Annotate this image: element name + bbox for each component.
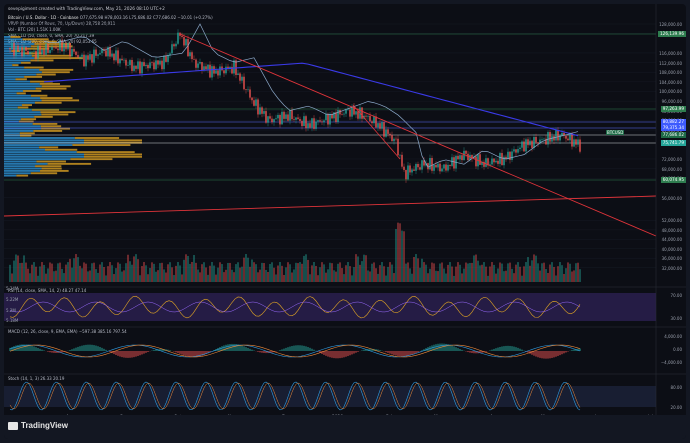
price-tick: 128,000.00 [659,22,682,27]
symbol-legend: Bitcoin / U.S. Dollar · 1D · Coinbase O7… [8,15,213,20]
price-label: 60,074.95 [660,177,686,183]
price-tick: 56,000.00 [661,195,682,201]
ohlc-values: O77,675.98 H78,003.16 L75,686.02 C77,686… [79,15,213,20]
stoch-band [4,386,656,407]
price-tick: 96,000.00 [661,99,682,105]
price-tick: 72,000.00 [661,156,682,162]
price-label: 97,263.99 [660,106,686,112]
price-tick: 48,000.00 [661,227,682,233]
support-trend-line [4,195,657,217]
trend-segment [352,104,401,160]
chart-frame: sevepigiment created with TradingView.co… [4,4,686,439]
price-label: 126,139.96 [658,31,686,37]
rsi-band [4,293,656,321]
rsi-left-axis: 5.24M 5.22M 5.2M 5.18M [6,286,19,323]
price-label: 79,375.34 [660,125,686,131]
price-tick: 32,000.00 [661,265,682,271]
price-label: 77,686.02 [660,132,686,138]
volume-bars [9,222,581,282]
rsi-legend[interactable]: RSI (14, close, SMA, 14, 2) 48.27 47.14 [8,288,87,293]
sma50-legend[interactable]: SMA · 1D (50, close, 0, SMA, 20) 70,217.… [8,33,95,38]
price-tick: 116,000.00 [659,50,682,56]
sma200-line [43,62,579,137]
vol-legend[interactable]: Vol · BTC (20) 1.51K 1.00K [8,27,61,32]
price-axis[interactable]: 70.00 30.00 4,000.00 0.00 −4,000.00 80.0… [658,22,686,410]
stoch-legend[interactable]: Stoch (14, 1, 3) 26.33 20.19 [8,376,65,381]
symbol-tag: BTCUSD [606,130,625,135]
price-tick: 52,000.00 [661,218,682,224]
macd-legend[interactable]: MACD (12, 26, close, 9, EMA, EMA) −597.3… [8,329,127,334]
author-line: sevepigiment created with TradingView.co… [8,7,165,12]
price-chart[interactable] [4,4,686,415]
stoch-pane [9,381,581,411]
price-tick: 108,000.00 [659,70,682,76]
footer-bar: TradingView [4,415,686,439]
price-tick: 40,000.00 [661,246,682,252]
brand-name: TradingView [21,421,68,430]
price-tick: 104,000.00 [659,79,682,85]
tradingview-logo-icon [8,422,18,430]
vrvp-legend[interactable]: VRVP (Number Of Rows, 70, Up/Down) 28,75… [8,21,116,26]
volume-profile [4,36,142,177]
price-label: 75,741.79 [660,140,686,146]
rsi-pane [9,295,581,319]
price-tick: 100,000.00 [659,89,682,95]
price-tick: 36,000.00 [661,256,682,262]
price-tick: 44,000.00 [661,237,682,243]
sma50-line [43,23,579,168]
symbol-title[interactable]: Bitcoin / U.S. Dollar · 1D · Coinbase [8,15,79,20]
price-tick: 68,000.00 [661,166,682,172]
price-label: 80,882.27 [660,119,686,125]
macd-pane [9,343,581,359]
price-tick: 112,000.00 [659,60,682,66]
downtrend-line [179,33,657,237]
